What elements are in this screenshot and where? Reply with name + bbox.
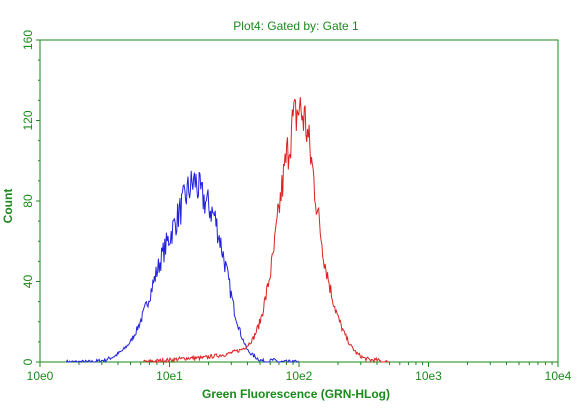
x-tick-label: 10e4 <box>545 369 572 383</box>
x-axis-label: Green Fluorescence (GRN-HLog) <box>202 387 390 401</box>
chart-title: Plot4: Gated by: Gate 1 <box>233 19 359 33</box>
x-tick-label: 10e1 <box>156 369 183 383</box>
x-axis-ticks: 10e0 10e1 10e2 10e3 10e4 <box>27 362 572 383</box>
x-tick-label: 10e2 <box>286 369 313 383</box>
y-axis-ticks: 0 40 80 120 160 <box>21 30 40 365</box>
y-tick-label: 160 <box>21 30 35 50</box>
series-2-line <box>143 96 390 364</box>
x-tick-label: 10e3 <box>415 369 442 383</box>
y-tick-label: 40 <box>21 275 35 289</box>
plot-frame <box>39 39 559 363</box>
series-1-line <box>65 170 299 364</box>
y-tick-label: 80 <box>21 194 35 208</box>
y-tick-label: 0 <box>21 358 35 365</box>
series-layer <box>65 96 390 364</box>
y-tick-label: 120 <box>21 110 35 130</box>
y-axis-label: Count <box>1 189 15 224</box>
x-tick-label: 10e0 <box>27 369 54 383</box>
